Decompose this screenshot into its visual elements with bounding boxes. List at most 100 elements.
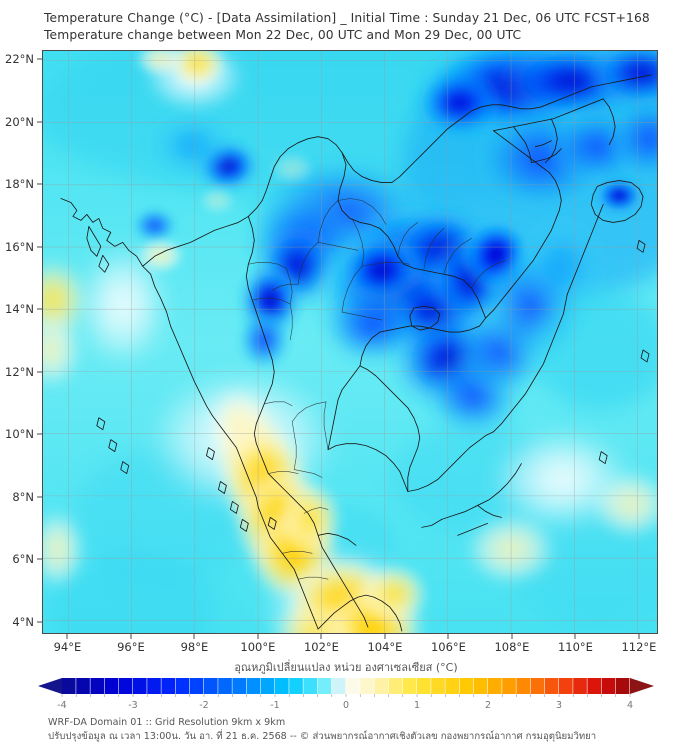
triangle-left-icon <box>38 678 62 694</box>
y-axis-tick-label: 18°N <box>5 177 34 192</box>
x-axis-tick-mark <box>574 634 576 639</box>
footer-credit: ปรับปรุงข้อมูล ณ เวลา 13:00น. วัน อา. ที… <box>48 731 597 742</box>
colorbar-tick-label: -4 <box>57 700 67 711</box>
colorbar-band <box>104 678 119 694</box>
x-axis-tick-label: 100°E <box>240 640 276 654</box>
map-gridlines <box>43 51 657 633</box>
colorbar-band <box>559 678 573 694</box>
colorbar-band <box>175 678 190 694</box>
x-axis-tick-mark <box>193 634 195 639</box>
x-axis-tick-label: 94°E <box>53 640 82 654</box>
colorbar-tick-label: 1 <box>413 700 421 711</box>
colorbar-band <box>431 678 445 694</box>
colorbar-band <box>133 678 147 694</box>
y-axis-tick-label: 8°N <box>12 489 34 504</box>
colorbar-band <box>601 678 616 694</box>
y-axis-tick-label: 4°N <box>12 614 34 629</box>
colorbar-band <box>402 678 417 694</box>
y-axis-tick-mark <box>37 621 42 622</box>
x-axis-tick-mark <box>130 634 132 639</box>
x-axis-tick-label: 102°E <box>303 640 339 654</box>
colorbar-band <box>488 678 502 694</box>
colorbar-band <box>232 678 247 694</box>
colorbar-tick-label: 2 <box>484 700 492 711</box>
x-axis-tick-mark <box>447 634 449 639</box>
y-axis-tick-mark <box>37 371 42 373</box>
x-axis-tick-label: 104°E <box>367 640 403 654</box>
colorbar-title: อุณหภูมิเปลี่ยนแปลง หน่วย องศาเซลเซียส (… <box>234 661 458 674</box>
colorbar-band <box>346 678 360 694</box>
colorbar-band <box>62 678 76 694</box>
colorbar-bands <box>62 678 630 694</box>
colorbar-tick-label: 0 <box>342 700 350 711</box>
y-axis-tick-label: 14°N <box>5 302 34 317</box>
colorbar[interactable] <box>36 674 656 698</box>
colorbar-band <box>303 678 318 694</box>
map-plot-area[interactable] <box>42 50 658 634</box>
colorbar-minor-ticks <box>61 694 631 697</box>
x-axis-tick-label: 108°E <box>494 640 530 654</box>
y-axis-tick-label: 10°N <box>5 427 34 442</box>
y-axis-tick-label: 12°N <box>5 364 34 379</box>
y-axis-tick-mark <box>37 308 42 310</box>
y-axis-tick-label: 22°N <box>5 52 34 67</box>
colorbar-band <box>516 678 531 694</box>
x-axis-tick-mark <box>638 634 640 639</box>
map-container <box>42 50 658 634</box>
colorbar-band <box>331 678 346 694</box>
y-axis-tick-mark <box>37 558 42 560</box>
temperature-heatmap <box>43 51 657 633</box>
y-axis-tick-mark <box>37 58 42 60</box>
colorbar-band <box>118 678 133 694</box>
x-axis-tick-label: 110°E <box>557 640 593 654</box>
colorbar-band <box>502 678 516 694</box>
temperature-field <box>43 51 657 633</box>
y-axis-tick-label: 16°N <box>5 239 34 254</box>
page-title: Temperature Change (°C) - [Data Assimila… <box>44 11 650 25</box>
colorbar-band <box>161 678 176 694</box>
y-axis-tick-label: 20°N <box>5 114 34 129</box>
x-axis-tick-label: 96°E <box>117 640 145 654</box>
colorbar-band <box>445 678 460 694</box>
coastline-overlay <box>60 74 652 632</box>
colorbar-band <box>587 678 602 694</box>
x-axis-tick-mark <box>66 634 68 639</box>
x-axis-tick-label: 112°E <box>621 640 657 654</box>
colorbar-tick-label: 4 <box>626 700 634 711</box>
colorbar-band <box>388 678 403 694</box>
colorbar-band <box>76 678 90 694</box>
colorbar-block: อุณหภูมิเปลี่ยนแปลง หน่วย องศาเซลเซียส (… <box>36 658 656 714</box>
colorbar-band <box>374 678 389 694</box>
y-axis: 4°N 6°N 8°N 10°N 12°N 14°N 16°N 18°N 20°N 22°N <box>0 50 42 634</box>
x-axis-tick-label: 98°E <box>180 640 209 654</box>
y-axis-tick-mark <box>37 496 42 498</box>
page-subtitle: Temperature change between Mon 22 Dec, 0… <box>44 28 522 42</box>
y-axis-tick-mark <box>37 121 42 123</box>
colorbar-band <box>189 678 204 694</box>
x-axis-tick-mark <box>384 634 386 639</box>
colorbar-band <box>544 678 559 694</box>
footer-domain-info: WRF-DA Domain 01 :: Grid Resolution 9km … <box>48 717 286 728</box>
colorbar-tick-labels: -4 -3 -2 -1 0 1 2 3 4 <box>36 696 656 712</box>
colorbar-band <box>147 678 161 694</box>
colorbar-band <box>90 678 105 694</box>
x-axis: 94°E 96°E 98°E 100°E 102°E 104°E 106°E 108°E 110… <box>42 634 658 656</box>
colorbar-tick-label: -2 <box>199 700 209 711</box>
colorbar-band <box>246 678 261 694</box>
colorbar-band <box>473 678 488 694</box>
colorbar-tick-label: -1 <box>270 700 280 711</box>
colorbar-band <box>289 678 303 694</box>
colorbar-band <box>218 678 232 694</box>
y-axis-tick-mark <box>37 183 42 185</box>
colorbar-band <box>530 678 545 694</box>
x-axis-tick-mark <box>320 634 322 639</box>
footer-block: WRF-DA Domain 01 :: Grid Resolution 9km … <box>48 716 668 744</box>
colorbar-band <box>204 678 218 694</box>
colorbar-band <box>260 678 275 694</box>
colorbar-tick-label: -3 <box>128 700 138 711</box>
y-axis-tick-mark <box>37 433 42 435</box>
x-axis-tick-label: 106°E <box>430 640 466 654</box>
y-axis-tick-label: 6°N <box>12 552 34 567</box>
x-axis-tick-mark <box>511 634 513 639</box>
